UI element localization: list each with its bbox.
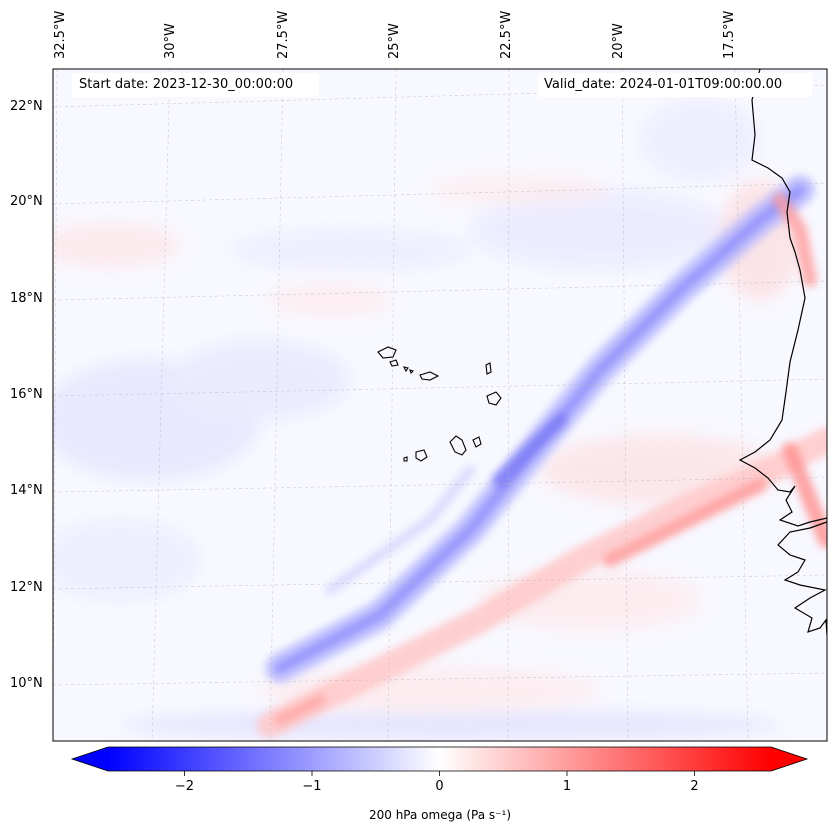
colorbar-tick-label: 1 <box>562 779 572 794</box>
colorbar-tick-marks <box>184 771 695 776</box>
coastline-africa <box>738 69 827 636</box>
colorbar-label: 200 hPa omega (Pa s⁻¹) <box>368 808 511 822</box>
lon-label: 25°W <box>387 23 402 59</box>
lon-label: 22.5°W <box>499 10 514 59</box>
start-date-text: Start date: 2023-12-30_00:00:00 <box>79 77 294 92</box>
colorbar-tick-label: −1 <box>302 779 322 794</box>
map-frame <box>52 68 828 742</box>
lat-label: 16°N <box>10 387 43 402</box>
colorbar-extend-low <box>72 747 108 771</box>
lat-label: 12°N <box>10 580 43 595</box>
start-date-box: Start date: 2023-12-30_00:00:00 <box>72 73 319 97</box>
omega-field <box>53 69 827 741</box>
colorbar-tick-label: −2 <box>174 779 195 794</box>
lat-label: 20°N <box>10 194 43 209</box>
valid-date-box: Valid_date: 2024-01-01T09:00:00.00 <box>538 73 812 97</box>
cape-verde-islands <box>377 346 502 462</box>
colorbar <box>70 746 809 776</box>
colorbar-extend-high <box>771 747 807 771</box>
graticule <box>53 69 827 741</box>
colorbar-tick-label: 0 <box>435 779 444 794</box>
lat-label: 14°N <box>10 483 43 498</box>
lon-label: 17.5°W <box>722 10 737 59</box>
lat-label: 10°N <box>10 676 43 691</box>
colorbar-tick-label: 2 <box>690 779 699 794</box>
lon-label: 30°W <box>163 23 178 59</box>
lon-label: 27.5°W <box>276 10 291 59</box>
lon-label: 20°W <box>611 23 626 59</box>
lon-label: 32.5°W <box>53 10 68 59</box>
colorbar-fill <box>108 747 771 771</box>
lat-label: 18°N <box>10 291 43 306</box>
lat-label: 22°N <box>10 99 43 114</box>
valid-date-text: Valid_date: 2024-01-01T09:00:00.00 <box>544 77 783 92</box>
